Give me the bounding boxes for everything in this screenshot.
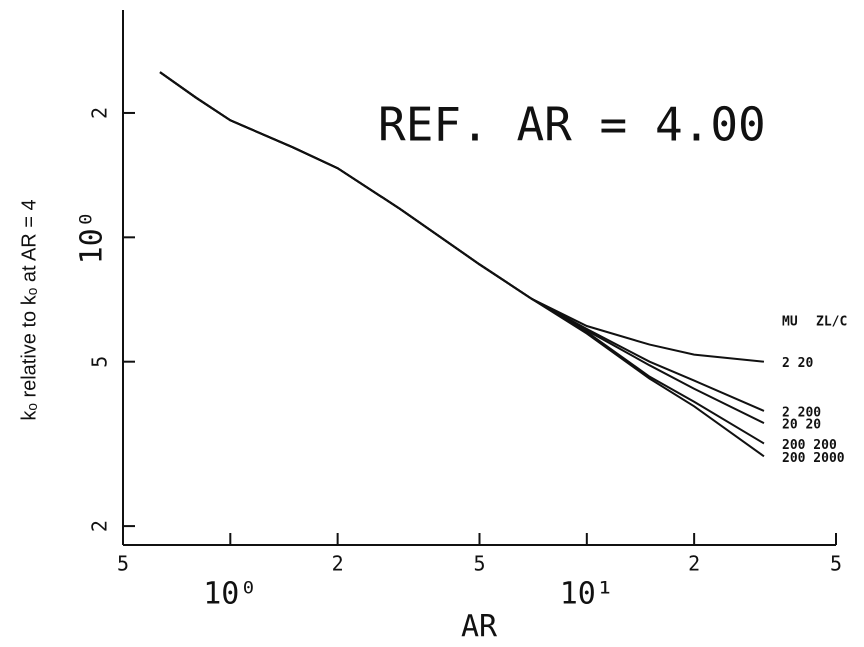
y-tick-label: 10⁰ (75, 210, 110, 264)
y-tick-label: 5 (88, 356, 112, 368)
annotation: REF. AR = 4.00 (378, 98, 766, 152)
x-tick-label: 5 (473, 552, 485, 576)
x-tick-label: 2 (332, 552, 344, 576)
x-tick-label: 10⁰ (203, 577, 257, 612)
y-axis-label: kₒ relative to kₒ at AR = 4 (18, 199, 40, 420)
x-tick-label: 10¹ (560, 577, 614, 612)
y-tick-label: 2 (88, 520, 112, 532)
y-tick-label: 2 (88, 107, 112, 119)
x-tick-label: 5 (830, 552, 842, 576)
line (159, 71, 765, 458)
legend-label: 200 2000 (782, 451, 845, 466)
x-tick-label: 2 (688, 552, 700, 576)
x-axis-label: AR (461, 610, 498, 645)
legend-label: 200 200 (782, 438, 837, 453)
legend-header: ZL/C (816, 315, 847, 330)
legend-label: 20 20 (782, 418, 821, 433)
legend-header: MU (782, 315, 798, 330)
x-tick-label: 5 (117, 552, 129, 576)
legend-label: 2 20 (782, 356, 813, 371)
legend-label: 2 200 (782, 405, 821, 420)
